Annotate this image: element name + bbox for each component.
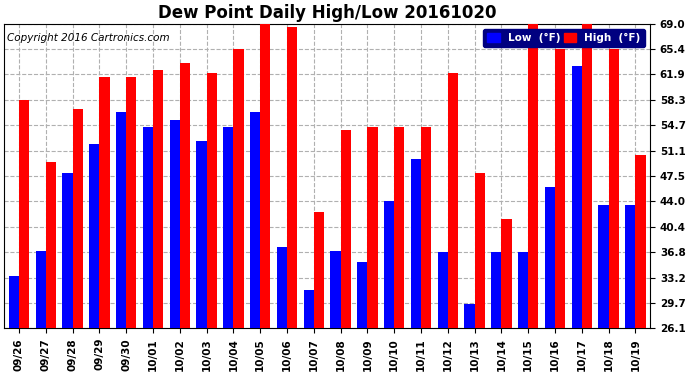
Bar	[233, 49, 244, 328]
Bar	[304, 290, 314, 328]
Bar	[314, 212, 324, 328]
Bar	[437, 252, 448, 328]
Bar	[126, 77, 137, 328]
Bar	[518, 252, 528, 328]
Text: Copyright 2016 Cartronics.com: Copyright 2016 Cartronics.com	[8, 33, 170, 43]
Bar	[62, 173, 72, 328]
Bar	[421, 127, 431, 328]
Bar	[394, 127, 404, 328]
Bar	[635, 155, 646, 328]
Bar	[153, 70, 163, 328]
Bar	[179, 63, 190, 328]
Bar	[287, 27, 297, 328]
Bar	[609, 49, 619, 328]
Bar	[384, 201, 394, 328]
Bar	[448, 74, 458, 328]
Bar	[260, 24, 270, 328]
Bar	[19, 100, 29, 328]
Bar	[491, 252, 502, 328]
Bar	[411, 159, 421, 328]
Bar	[72, 109, 83, 328]
Bar	[250, 112, 260, 328]
Bar	[598, 205, 609, 328]
Bar	[206, 74, 217, 328]
Bar	[367, 127, 377, 328]
Bar	[582, 24, 592, 328]
Title: Dew Point Daily High/Low 20161020: Dew Point Daily High/Low 20161020	[158, 4, 496, 22]
Bar	[277, 248, 287, 328]
Bar	[35, 251, 46, 328]
Bar	[545, 187, 555, 328]
Bar	[625, 205, 635, 328]
Bar	[116, 112, 126, 328]
Bar	[571, 66, 582, 328]
Bar	[464, 304, 475, 328]
Bar	[170, 120, 179, 328]
Bar	[331, 251, 341, 328]
Legend: Low  (°F), High  (°F): Low (°F), High (°F)	[483, 29, 645, 47]
Bar	[223, 127, 233, 328]
Bar	[341, 130, 351, 328]
Bar	[89, 144, 99, 328]
Bar	[357, 261, 367, 328]
Bar	[475, 173, 485, 328]
Bar	[502, 219, 511, 328]
Bar	[143, 127, 153, 328]
Bar	[9, 276, 19, 328]
Bar	[197, 141, 206, 328]
Bar	[528, 24, 538, 328]
Bar	[555, 49, 565, 328]
Bar	[99, 77, 110, 328]
Bar	[46, 162, 56, 328]
